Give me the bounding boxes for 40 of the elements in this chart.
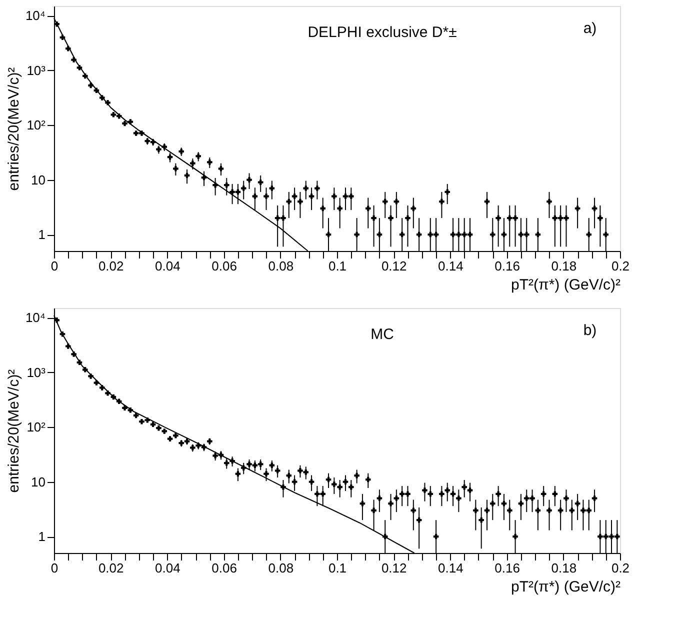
x-tick-label: 0.08 bbox=[268, 560, 294, 576]
x-tick-label: 0.08 bbox=[268, 258, 294, 274]
y-tick-label: 10³ bbox=[26, 364, 46, 380]
annotation: DELPHI exclusive D*± bbox=[308, 24, 457, 41]
x-tick-label: 0.14 bbox=[438, 560, 464, 576]
x-tick-label: 0.02 bbox=[98, 560, 124, 576]
x-tick-label: 0 bbox=[50, 258, 58, 274]
annotation: MC bbox=[370, 326, 394, 343]
y-tick-label: 10⁴ bbox=[25, 310, 46, 326]
x-tick-label: 0.14 bbox=[438, 258, 464, 274]
x-tick-label: 0.04 bbox=[155, 258, 180, 274]
x-tick-label: 0.2 bbox=[611, 258, 630, 274]
annotation: a) bbox=[583, 20, 597, 37]
y-tick-label: 10² bbox=[26, 420, 46, 435]
y-tick-label: 10² bbox=[26, 118, 46, 133]
y-axis-title: entries/20(MeV/c)² bbox=[5, 369, 22, 493]
x-tick-label: 0.16 bbox=[494, 560, 520, 576]
annotation: b) bbox=[583, 322, 597, 339]
x-tick-label: 0 bbox=[50, 560, 58, 576]
x-tick-label: 0.06 bbox=[212, 560, 237, 576]
x-tick-label: 0.12 bbox=[381, 560, 407, 576]
x-tick-label: 0.12 bbox=[381, 258, 407, 274]
y-axis-title: entries/20(MeV/c)² bbox=[5, 67, 22, 191]
x-tick-label: 0.18 bbox=[551, 560, 577, 576]
x-tick-label: 0.06 bbox=[212, 258, 237, 274]
y-tick-label: 10 bbox=[31, 474, 46, 490]
y-tick-label: 1 bbox=[38, 227, 46, 242]
x-tick-label: 0.02 bbox=[98, 258, 124, 274]
x-axis-title: pT²(π*) (GeV/c)² bbox=[510, 578, 620, 596]
x-tick-label: 0.1 bbox=[328, 258, 347, 274]
x-tick-label: 0.16 bbox=[494, 258, 520, 274]
y-tick-label: 1 bbox=[38, 529, 46, 544]
y-tick-label: 10⁴ bbox=[25, 8, 46, 24]
x-tick-label: 0.18 bbox=[551, 258, 577, 274]
x-tick-label: 0.1 bbox=[328, 560, 347, 576]
x-axis-title: pT²(π*) (GeV/c)² bbox=[510, 276, 620, 294]
y-tick-label: 10³ bbox=[26, 62, 46, 78]
x-tick-label: 0.04 bbox=[155, 560, 180, 576]
y-tick-label: 10 bbox=[31, 172, 46, 188]
x-tick-label: 0.2 bbox=[611, 560, 630, 576]
